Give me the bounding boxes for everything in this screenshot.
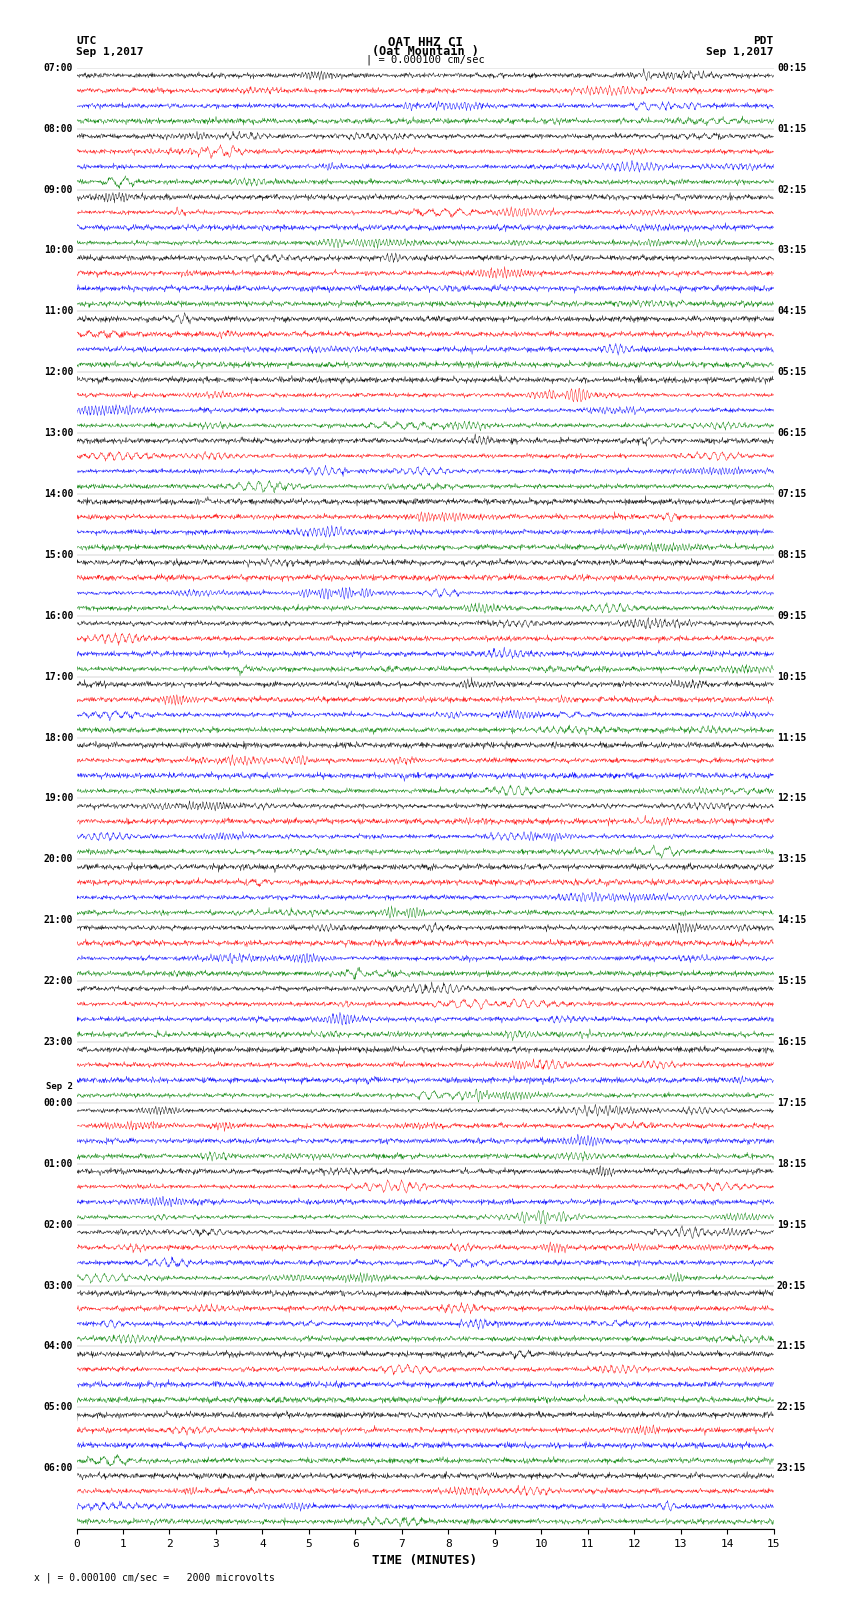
Text: 23:00: 23:00 — [43, 1037, 73, 1047]
Text: 11:15: 11:15 — [777, 732, 807, 742]
Text: 10:15: 10:15 — [777, 671, 807, 682]
Text: 00:15: 00:15 — [777, 63, 807, 73]
Text: Sep 1,2017: Sep 1,2017 — [76, 47, 144, 56]
Text: 01:00: 01:00 — [43, 1158, 73, 1169]
Text: 17:15: 17:15 — [777, 1098, 807, 1108]
Text: 12:15: 12:15 — [777, 794, 807, 803]
Text: 07:00: 07:00 — [43, 63, 73, 73]
Text: Sep 2: Sep 2 — [46, 1082, 73, 1092]
Text: 21:00: 21:00 — [43, 915, 73, 926]
Text: 08:15: 08:15 — [777, 550, 807, 560]
Text: 06:15: 06:15 — [777, 427, 807, 439]
Text: 19:00: 19:00 — [43, 794, 73, 803]
Text: x | = 0.000100 cm/sec =   2000 microvolts: x | = 0.000100 cm/sec = 2000 microvolts — [34, 1573, 275, 1584]
Text: 05:00: 05:00 — [43, 1402, 73, 1413]
Text: 04:00: 04:00 — [43, 1342, 73, 1352]
Text: 03:15: 03:15 — [777, 245, 807, 255]
Text: 16:00: 16:00 — [43, 611, 73, 621]
Text: PDT: PDT — [753, 37, 774, 47]
Text: 11:00: 11:00 — [43, 306, 73, 316]
Text: 20:15: 20:15 — [777, 1281, 807, 1290]
Text: 14:00: 14:00 — [43, 489, 73, 498]
Text: 12:00: 12:00 — [43, 368, 73, 377]
Text: 15:00: 15:00 — [43, 550, 73, 560]
Text: 20:00: 20:00 — [43, 855, 73, 865]
Text: 18:15: 18:15 — [777, 1158, 807, 1169]
Text: 17:00: 17:00 — [43, 671, 73, 682]
Text: 16:15: 16:15 — [777, 1037, 807, 1047]
Text: 05:15: 05:15 — [777, 368, 807, 377]
Text: 21:15: 21:15 — [777, 1342, 807, 1352]
Text: 08:00: 08:00 — [43, 124, 73, 134]
Text: UTC: UTC — [76, 37, 97, 47]
Text: 07:15: 07:15 — [777, 489, 807, 498]
Text: 02:00: 02:00 — [43, 1219, 73, 1229]
Text: Sep 1,2017: Sep 1,2017 — [706, 47, 774, 56]
Text: 03:00: 03:00 — [43, 1281, 73, 1290]
Text: 18:00: 18:00 — [43, 732, 73, 742]
Text: 13:00: 13:00 — [43, 427, 73, 439]
Text: 19:15: 19:15 — [777, 1219, 807, 1229]
Text: 14:15: 14:15 — [777, 915, 807, 926]
Text: | = 0.000100 cm/sec: | = 0.000100 cm/sec — [366, 55, 484, 66]
Text: 04:15: 04:15 — [777, 306, 807, 316]
Text: (Oat Mountain ): (Oat Mountain ) — [371, 45, 479, 58]
Text: OAT HHZ CI: OAT HHZ CI — [388, 37, 462, 50]
Text: 09:15: 09:15 — [777, 611, 807, 621]
Text: 06:00: 06:00 — [43, 1463, 73, 1473]
Text: 15:15: 15:15 — [777, 976, 807, 986]
Text: 02:15: 02:15 — [777, 184, 807, 195]
Text: 09:00: 09:00 — [43, 184, 73, 195]
X-axis label: TIME (MINUTES): TIME (MINUTES) — [372, 1555, 478, 1568]
Text: 13:15: 13:15 — [777, 855, 807, 865]
Text: 22:15: 22:15 — [777, 1402, 807, 1413]
Text: 22:00: 22:00 — [43, 976, 73, 986]
Text: 10:00: 10:00 — [43, 245, 73, 255]
Text: 00:00: 00:00 — [43, 1098, 73, 1108]
Text: 23:15: 23:15 — [777, 1463, 807, 1473]
Text: 01:15: 01:15 — [777, 124, 807, 134]
